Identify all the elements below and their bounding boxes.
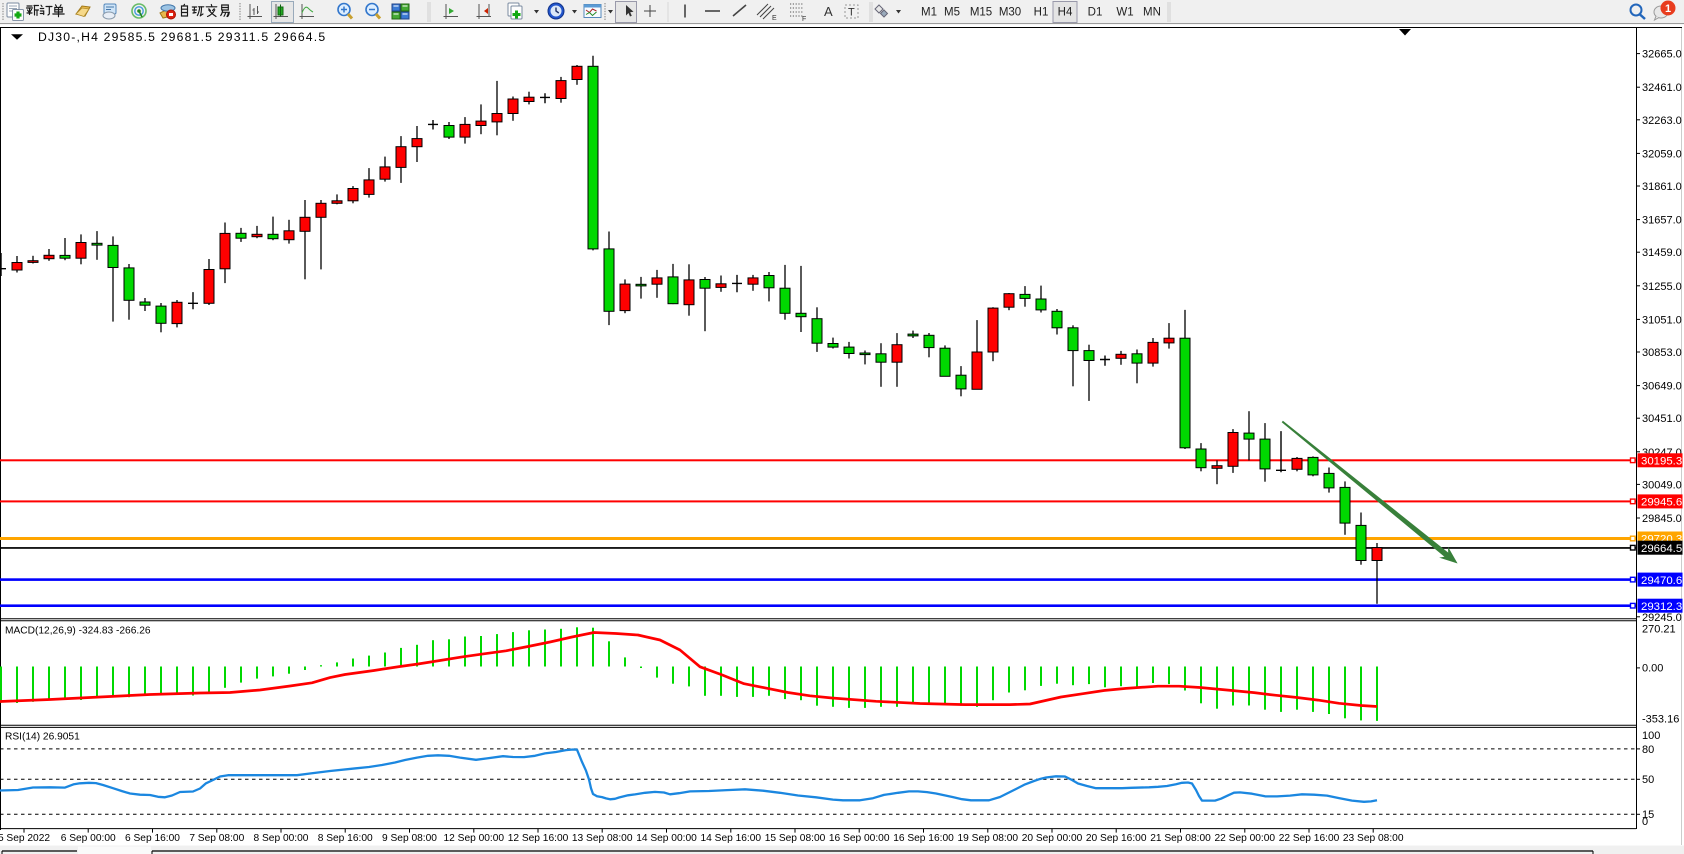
svg-text:32665.0: 32665.0 [1642,49,1682,61]
svg-text:29312.3: 29312.3 [1641,601,1682,613]
svg-text:21 Sep 08:00: 21 Sep 08:00 [1150,833,1211,844]
svg-text:8 Sep 16:00: 8 Sep 16:00 [318,833,373,844]
svg-text:H1: H1 [1034,7,1049,19]
svg-text:T: T [848,7,855,19]
svg-text:16 Sep 16:00: 16 Sep 16:00 [893,833,954,844]
svg-text:M30: M30 [999,7,1021,19]
svg-text:80: 80 [1642,744,1654,756]
svg-text:32461.0: 32461.0 [1642,82,1682,94]
svg-text:7 Sep 08:00: 7 Sep 08:00 [189,833,244,844]
svg-text:0: 0 [1642,816,1648,828]
svg-text:29470.6: 29470.6 [1641,575,1682,587]
svg-text:5 Sep 2022: 5 Sep 2022 [0,833,50,844]
svg-text:29664.5: 29664.5 [1641,543,1682,555]
svg-text:-353.16: -353.16 [1642,713,1679,725]
svg-text:RSI(14) 26.9051: RSI(14) 26.9051 [5,732,80,743]
svg-text:F: F [802,16,806,23]
svg-text:30049.0: 30049.0 [1642,479,1682,491]
svg-text:31255.0: 31255.0 [1642,281,1682,293]
svg-text:31459.0: 31459.0 [1642,247,1682,259]
svg-text:15 Sep 08:00: 15 Sep 08:00 [765,833,826,844]
svg-text:14 Sep 00:00: 14 Sep 00:00 [636,833,697,844]
svg-text:31051.0: 31051.0 [1642,314,1682,326]
svg-text:100: 100 [1642,730,1660,742]
svg-text:12 Sep 00:00: 12 Sep 00:00 [443,833,504,844]
svg-text:A: A [824,4,833,19]
svg-text:22 Sep 16:00: 22 Sep 16:00 [1279,833,1340,844]
svg-text:32263.0: 32263.0 [1642,115,1682,127]
svg-text:12 Sep 16:00: 12 Sep 16:00 [508,833,569,844]
svg-text:29245.0: 29245.0 [1642,612,1682,624]
svg-text:30195.3: 30195.3 [1641,456,1682,468]
svg-text:31861.0: 31861.0 [1642,181,1682,193]
svg-text:22 Sep 00:00: 22 Sep 00:00 [1214,833,1275,844]
svg-text:1: 1 [1665,3,1671,15]
svg-text:DJ30-,H4 29585.5 29681.5 2931: DJ30-,H4 29585.5 29681.5 29311.5 29664.5 [38,30,326,44]
svg-text:30853.0: 30853.0 [1642,347,1682,359]
svg-text:8 Sep 00:00: 8 Sep 00:00 [254,833,309,844]
svg-text:16 Sep 00:00: 16 Sep 00:00 [829,833,890,844]
svg-text:20 Sep 16:00: 20 Sep 16:00 [1086,833,1147,844]
svg-text:19 Sep 08:00: 19 Sep 08:00 [957,833,1018,844]
svg-text:W1: W1 [1116,7,1133,19]
svg-text:29945.6: 29945.6 [1641,497,1682,509]
svg-text:30451.0: 30451.0 [1642,413,1682,425]
svg-text:6 Sep 16:00: 6 Sep 16:00 [125,833,180,844]
svg-text:9 Sep 08:00: 9 Sep 08:00 [382,833,437,844]
svg-text:29845.0: 29845.0 [1642,513,1682,525]
svg-text:31657.0: 31657.0 [1642,215,1682,227]
svg-text:23 Sep 08:00: 23 Sep 08:00 [1343,833,1404,844]
svg-text:15: 15 [1642,809,1654,821]
svg-text:32059.0: 32059.0 [1642,148,1682,160]
svg-text:MN: MN [1143,7,1161,19]
svg-text:6 Sep 00:00: 6 Sep 00:00 [61,833,116,844]
svg-text:13 Sep 08:00: 13 Sep 08:00 [572,833,633,844]
svg-text:20 Sep 00:00: 20 Sep 00:00 [1022,833,1083,844]
svg-text:M1: M1 [921,7,937,19]
svg-text:M15: M15 [970,7,992,19]
svg-text:0.00: 0.00 [1642,663,1663,675]
svg-text:H4: H4 [1058,7,1073,19]
svg-text:M5: M5 [944,7,960,19]
svg-text:50: 50 [1642,774,1654,786]
svg-text:E: E [772,15,777,22]
svg-text:MACD(12,26,9) -324.83 -266.26: MACD(12,26,9) -324.83 -266.26 [5,626,151,637]
svg-text:30649.0: 30649.0 [1642,381,1682,393]
svg-text:D1: D1 [1088,7,1103,19]
svg-text:14 Sep 16:00: 14 Sep 16:00 [700,833,761,844]
svg-text:270.21: 270.21 [1642,623,1676,635]
